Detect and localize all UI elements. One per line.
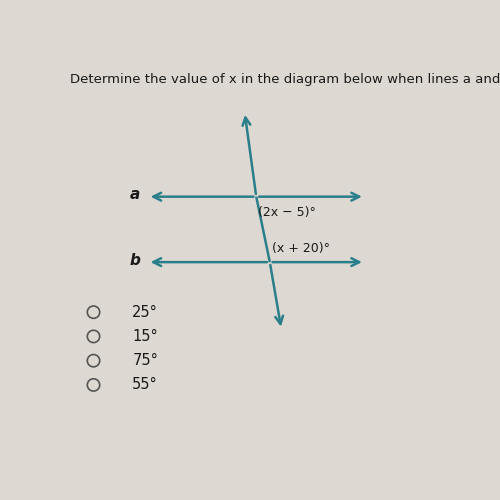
Text: 55°: 55°	[132, 378, 158, 392]
Text: 75°: 75°	[132, 353, 158, 368]
Text: b: b	[129, 252, 140, 268]
Text: 15°: 15°	[132, 329, 158, 344]
Text: Determine the value of x in the diagram below when lines a and b are parallel: Determine the value of x in the diagram …	[70, 74, 500, 86]
Text: 25°: 25°	[132, 304, 158, 320]
Text: a: a	[130, 187, 140, 202]
Text: (2x − 5)°: (2x − 5)°	[258, 206, 316, 220]
Text: (x + 20)°: (x + 20)°	[272, 242, 330, 255]
